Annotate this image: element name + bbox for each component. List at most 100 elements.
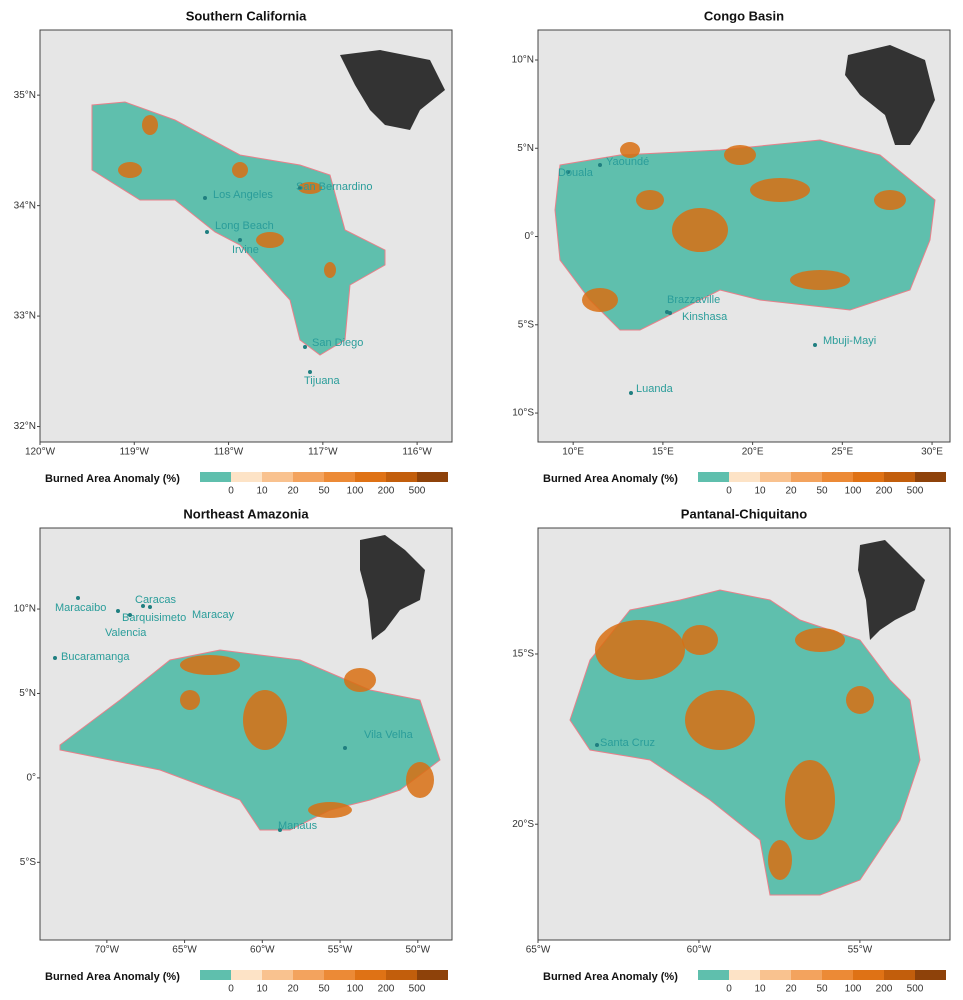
x-tick-label: 25°E [831, 447, 853, 458]
city-label: Tijuana [304, 375, 341, 387]
city-dot [668, 311, 672, 315]
legend-swatch [760, 472, 791, 482]
city-dot [813, 343, 817, 347]
y-tick-label: 32°N [14, 421, 36, 432]
x-tick-label: 30°E [921, 447, 943, 458]
legend-label: 50 [816, 486, 828, 497]
city-label: Irvine [232, 244, 259, 256]
x-tick-label: 55°W [848, 945, 873, 956]
city-label: Bucaramanga [61, 651, 130, 663]
map-frame [39, 527, 453, 941]
legend-title: Burned Area Anomaly (%) [45, 473, 180, 485]
city-label: Douala [558, 167, 594, 179]
legend-swatch [884, 472, 915, 482]
burn-patch [324, 262, 336, 278]
y-tick-label: 5°N [19, 688, 36, 699]
burn-patch [682, 625, 718, 655]
city-dot [308, 370, 312, 374]
city-dot [128, 613, 132, 617]
burn-patch [846, 686, 874, 714]
y-tick-label: 5°S [518, 319, 535, 330]
panel-title: Congo Basin [704, 8, 784, 23]
city-label: Valencia [105, 627, 147, 639]
legend-label: 10 [256, 984, 268, 995]
legend-swatch [386, 472, 417, 482]
map-frame [537, 29, 951, 443]
legend-label: 100 [845, 984, 862, 995]
burn-patch [685, 690, 755, 750]
legend-swatch [262, 472, 293, 482]
legend-label: 500 [907, 984, 924, 995]
legend-swatch [729, 970, 760, 980]
city-dot [53, 656, 57, 660]
burn-patch [308, 802, 352, 818]
y-tick-label: 20°S [512, 819, 534, 830]
y-tick-label: 35°N [14, 90, 36, 101]
x-tick-label: 15°E [652, 447, 674, 458]
x-tick-label: 55°W [328, 945, 353, 956]
legend-swatch [853, 472, 884, 482]
city-label: Maracaibo [55, 602, 106, 614]
legend-swatch [262, 970, 293, 980]
legend-swatch [884, 970, 915, 980]
legend-swatch [698, 970, 729, 980]
burn-patch [795, 628, 845, 652]
inset-continent [340, 50, 445, 130]
legend-swatch [293, 970, 324, 980]
map-panel: Southern California 120°W 119°W 118°W 117°W 1… [14, 8, 453, 497]
x-tick-label: 120°W [25, 447, 56, 458]
burn-patch [344, 668, 376, 692]
legend-label: 500 [409, 984, 426, 995]
y-tick-label: 34°N [14, 200, 36, 211]
study-region [91, 101, 386, 356]
legend-swatch [791, 472, 822, 482]
burn-patch [406, 762, 434, 798]
burn-patch [298, 182, 322, 194]
city-label: Santa Cruz [600, 737, 655, 749]
x-tick-label: 60°W [687, 945, 712, 956]
legend-swatch [822, 472, 853, 482]
city-label: Luanda [636, 383, 674, 395]
legend-label: 20 [785, 486, 797, 497]
legend-label: 100 [347, 486, 364, 497]
legend-label: 100 [845, 486, 862, 497]
legend-swatch [698, 472, 729, 482]
x-tick-label: 10°E [562, 447, 584, 458]
x-tick-label: 65°W [172, 945, 197, 956]
city-dot [598, 163, 602, 167]
legend-swatch [324, 970, 355, 980]
legend-swatch [822, 970, 853, 980]
legend-swatch [200, 472, 231, 482]
y-tick-label: 0° [26, 773, 36, 784]
legend-label: 50 [318, 486, 330, 497]
legend-label: 0 [228, 984, 234, 995]
legend-swatch [231, 472, 262, 482]
legend-label: 100 [347, 984, 364, 995]
inset-continent [858, 540, 925, 640]
y-tick-label: 10°N [512, 55, 534, 66]
legend-swatch [355, 472, 386, 482]
legend-label: 10 [256, 486, 268, 497]
legend-label: 200 [378, 984, 395, 995]
city-dot [238, 238, 242, 242]
legend-title: Burned Area Anomaly (%) [543, 473, 678, 485]
legend-label: 50 [318, 984, 330, 995]
legend-label: 200 [876, 486, 893, 497]
city-dot [76, 596, 80, 600]
inset-continent [360, 535, 425, 640]
burn-patch [768, 840, 792, 880]
city-dot [148, 605, 152, 609]
legend-title: Burned Area Anomaly (%) [45, 971, 180, 983]
x-tick-label: 117°W [308, 447, 338, 458]
burn-patch [595, 620, 685, 680]
legend-swatch [231, 970, 262, 980]
x-tick-label: 118°W [214, 447, 244, 458]
legend-label: 500 [409, 486, 426, 497]
legend-swatch [200, 970, 231, 980]
legend-swatch [915, 472, 946, 482]
legend-swatch [915, 970, 946, 980]
burn-patch [142, 115, 158, 135]
x-tick-label: 20°E [742, 447, 764, 458]
legend-swatch [791, 970, 822, 980]
